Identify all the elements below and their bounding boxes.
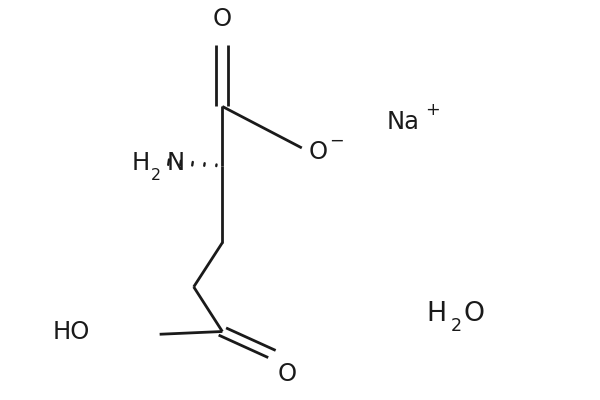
- Text: O: O: [309, 140, 328, 164]
- Text: O: O: [463, 301, 484, 327]
- Text: O: O: [277, 362, 296, 386]
- Text: Na: Na: [386, 110, 419, 134]
- Text: 2: 2: [151, 168, 161, 183]
- Text: 2: 2: [451, 316, 462, 334]
- Text: H: H: [131, 150, 149, 174]
- Text: +: +: [425, 102, 440, 120]
- Text: H: H: [426, 301, 446, 327]
- Text: HO: HO: [52, 320, 90, 344]
- Text: O: O: [213, 8, 232, 32]
- Text: N: N: [166, 150, 184, 174]
- Text: −: −: [329, 132, 343, 150]
